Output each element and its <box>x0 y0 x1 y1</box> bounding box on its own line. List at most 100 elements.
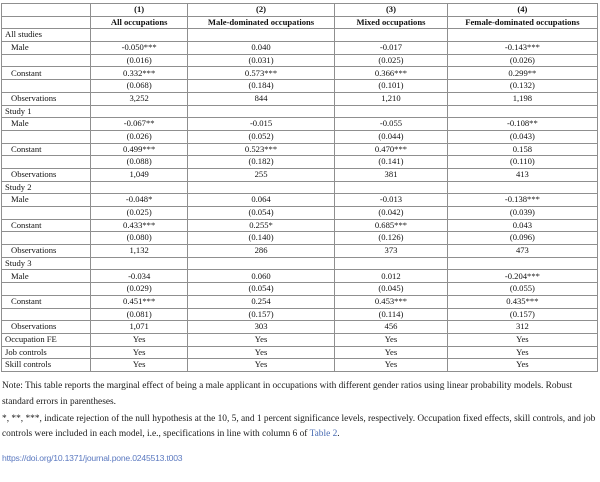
cell-value: 0.254 <box>186 294 336 309</box>
table-row: (0.029) (0.054) (0.045) (0.055) <box>0 282 599 296</box>
cell-value: (0.026) <box>446 53 599 68</box>
cell-value: -0.108** <box>446 117 599 131</box>
table-row: Study 2 <box>0 180 599 195</box>
row-label: Constant <box>0 294 92 309</box>
cell-value <box>446 104 599 119</box>
cell-value: 1,071 <box>90 320 188 334</box>
cell-value: Yes <box>334 345 448 360</box>
row-label: Constant <box>0 142 92 157</box>
cell-value: 0.433*** <box>90 218 188 233</box>
table-row: (1) (2) (3) (4) <box>0 3 599 17</box>
cell-value <box>446 28 599 43</box>
cell-value: -0.015 <box>186 117 336 131</box>
cell-value: Yes <box>186 358 336 372</box>
cell-value: 413 <box>446 167 599 182</box>
row-label: Male <box>0 269 92 284</box>
cell-value: -0.013 <box>334 193 448 207</box>
cell-value: 1,132 <box>90 244 188 258</box>
cell-value: 0.435*** <box>446 294 599 309</box>
cell-value: 0.158 <box>446 142 599 157</box>
table-row: Job controls Yes Yes Yes Yes <box>0 345 599 360</box>
cell-value <box>90 180 188 195</box>
table-row: Constant 0.332*** 0.573*** 0.366*** 0.299** <box>0 66 599 81</box>
cell-value: (0.052) <box>186 129 336 144</box>
table-row: (0.068) (0.184) (0.101) (0.132) <box>0 79 599 93</box>
row-label <box>0 155 92 169</box>
cell-value: 0.060 <box>186 269 336 284</box>
cell-value: -0.048* <box>90 193 188 207</box>
cell-value: 3,252 <box>90 91 188 106</box>
cell-value: Yes <box>90 358 188 372</box>
table-2-link[interactable]: Table 2 <box>309 429 338 440</box>
cell-value: (0.157) <box>446 307 599 322</box>
results-table-body: (1) (2) (3) (4) All occupations Male-dominate… <box>0 3 599 372</box>
table-row: Study 3 <box>0 256 599 271</box>
cell-value <box>186 28 336 43</box>
table-row: Constant 0.451*** 0.254 0.453*** 0.435*** <box>0 294 599 309</box>
cell-value: 0.299** <box>446 66 599 81</box>
cell-value <box>446 256 599 271</box>
cell-value <box>90 256 188 271</box>
cell-value: (0.110) <box>446 155 599 169</box>
cell-value: -0.204*** <box>446 269 599 284</box>
cell-value <box>334 180 448 195</box>
table-row: (0.016) (0.031) (0.025) (0.026) <box>0 53 599 68</box>
cell-value: Yes <box>334 358 448 372</box>
cell-value: (0.132) <box>446 79 599 93</box>
cell-value <box>334 256 448 271</box>
cell-value <box>186 104 336 119</box>
cell-value: 473 <box>446 244 599 258</box>
cell-value: (0.045) <box>334 282 448 296</box>
row-label: Constant <box>0 66 92 81</box>
cell-value: Yes <box>90 345 188 360</box>
cell-value: -0.050*** <box>90 41 188 55</box>
row-label: Study 2 <box>0 180 92 195</box>
cell-value: (0.055) <box>446 282 599 296</box>
cell-value: (3) <box>334 3 448 17</box>
row-label <box>0 307 92 322</box>
row-label: Study 1 <box>0 104 92 119</box>
row-label <box>0 79 92 93</box>
cell-value: 0.043 <box>446 218 599 233</box>
cell-value: (0.029) <box>90 282 188 296</box>
row-label: Observations <box>0 244 92 258</box>
cell-value: 303 <box>186 320 336 334</box>
table-row: Study 1 <box>0 104 599 119</box>
row-label: Study 3 <box>0 256 92 271</box>
cell-value: 0.332*** <box>90 66 188 81</box>
cell-value: (0.043) <box>446 129 599 144</box>
cell-value: -0.138*** <box>446 193 599 207</box>
table-row: Constant 0.499*** 0.523*** 0.470*** 0.158 <box>0 142 599 157</box>
cell-value: Yes <box>446 345 599 360</box>
cell-value <box>186 180 336 195</box>
row-label <box>0 129 92 144</box>
cell-value: 0.573*** <box>186 66 336 81</box>
cell-value: 0.470*** <box>334 142 448 157</box>
row-label: Skill controls <box>0 358 92 372</box>
cell-value: 381 <box>334 167 448 182</box>
row-label: Observations <box>0 320 92 334</box>
cell-value: 373 <box>334 244 448 258</box>
cell-value: Male-dominated occupations <box>186 15 336 30</box>
table-row: (0.025) (0.054) (0.042) (0.039) <box>0 206 599 220</box>
table-row: (0.026) (0.052) (0.044) (0.043) <box>0 129 599 144</box>
cell-value: (0.044) <box>334 129 448 144</box>
cell-value: Yes <box>186 332 336 347</box>
cell-value: Yes <box>186 345 336 360</box>
cell-value: (0.054) <box>186 206 336 220</box>
note-significance-text: *, **, ***, indicate rejection of the nu… <box>2 413 596 440</box>
cell-value: Yes <box>90 332 188 347</box>
cell-value: 0.366*** <box>334 66 448 81</box>
cell-value <box>186 256 336 271</box>
cell-value: -0.034 <box>90 269 188 284</box>
doi-link[interactable]: https://doi.org/10.1371/journal.pone.024… <box>2 453 183 464</box>
cell-value: 0.499*** <box>90 142 188 157</box>
cell-value: (0.039) <box>446 206 599 220</box>
row-label: Observations <box>0 167 92 182</box>
cell-value: (0.016) <box>90 53 188 68</box>
cell-value: 0.012 <box>334 269 448 284</box>
cell-value: Yes <box>446 358 599 372</box>
cell-value: (0.081) <box>90 307 188 322</box>
cell-value: 0.040 <box>186 41 336 55</box>
